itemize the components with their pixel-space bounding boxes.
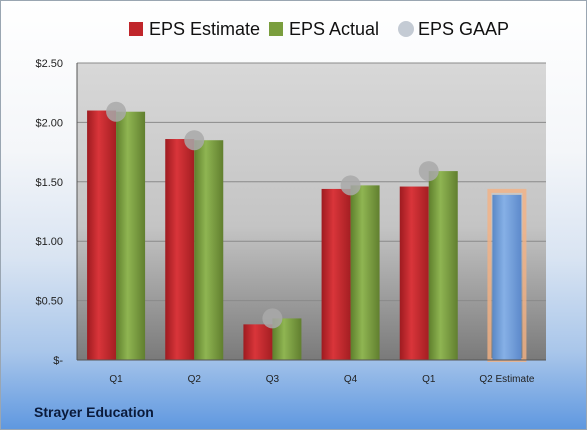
y-tick-label: $2.00 [35, 117, 63, 129]
legend-swatch-gaap [398, 21, 414, 37]
legend-label: EPS Actual [289, 19, 379, 39]
marker-eps-gaap [184, 130, 205, 151]
x-tick-label: Q3 [266, 374, 280, 385]
bar-next-estimate [492, 194, 522, 360]
legend-swatch [129, 22, 143, 36]
bars-layer [87, 110, 527, 362]
x-tick-label: Q1 [422, 374, 436, 385]
bar-eps-estimate [243, 324, 273, 360]
bar-eps-actual [194, 140, 224, 360]
y-tick-label: $1.50 [35, 177, 63, 189]
y-tick-label: $0.50 [35, 296, 63, 308]
plot-area [77, 63, 546, 360]
legend-label: EPS GAAP [418, 19, 509, 39]
bar-eps-estimate [165, 139, 195, 360]
bar-eps-estimate [399, 186, 429, 360]
bar-eps-actual [350, 185, 380, 360]
gaap-markers-layer [106, 101, 439, 329]
gridlines [77, 62, 546, 302]
legend-swatch [269, 22, 283, 36]
x-tick-label: Q2 Estimate [479, 374, 534, 385]
y-tick-label: $2.50 [35, 58, 63, 70]
marker-eps-gaap [106, 101, 127, 122]
bar-eps-actual [116, 111, 146, 360]
y-tick-label: $1.00 [35, 236, 63, 248]
axes-layer: $- $0.50 $1.00 $1.50 $2.00 $2.50 Q1 Q2 Q3 Q4 Q1 Q2 … [35, 58, 546, 385]
marker-eps-gaap [418, 161, 439, 182]
legend-label: EPS Estimate [149, 19, 260, 39]
x-tick-label: Q4 [344, 374, 358, 385]
marker-eps-gaap [340, 175, 361, 196]
company-name: Strayer Education [34, 404, 154, 420]
bar-eps-estimate [87, 110, 117, 361]
chart-legend: EPS Estimate EPS Actual EPS GAAP [129, 19, 509, 39]
x-tick-label: Q2 [188, 374, 202, 385]
marker-eps-gaap [262, 308, 283, 329]
x-tick-label: Q1 [109, 374, 123, 385]
bar-eps-actual [428, 171, 458, 360]
y-tick-label: $- [53, 355, 63, 367]
bar-eps-estimate [321, 188, 351, 360]
